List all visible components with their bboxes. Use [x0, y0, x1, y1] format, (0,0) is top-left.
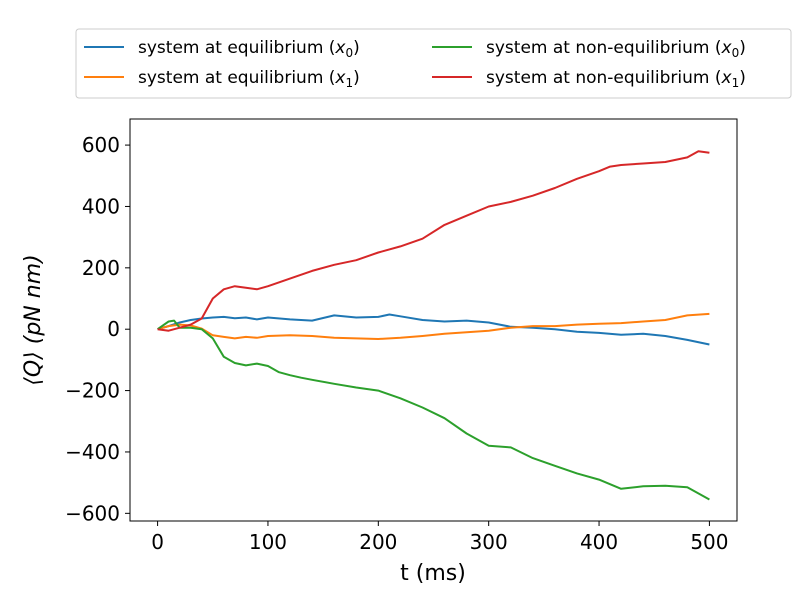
legend-label-neq-x0-text: system at non-equilibrium (: [486, 38, 722, 58]
series-eq-x1-line: [157, 312, 710, 340]
legend-label-neq-x0-sub: 0: [732, 46, 740, 60]
x-tick-label: 200: [359, 530, 397, 554]
y-tick-label: 200: [82, 256, 120, 280]
y-axis-label: ⟨Q⟩ (pN nm): [21, 254, 46, 385]
y-tick-label: −200: [65, 379, 120, 403]
y-tick-label: 0: [107, 317, 120, 341]
legend-label-neq-x0: system at non-equilibrium (x0): [486, 38, 746, 60]
legend-frame: [75, 28, 792, 99]
y-tick-label: 400: [82, 194, 120, 218]
legend-label-eq-x1-text: system at equilibrium (: [138, 68, 335, 88]
legend-label-eq-x0-sub: 0: [345, 46, 353, 60]
legend-label-eq-x1: system at equilibrium (x1): [138, 68, 360, 90]
x-tick-label: 0: [151, 530, 164, 554]
x-tick-label: 300: [470, 530, 508, 554]
legend-label-eq-x0-tail: ): [353, 38, 360, 58]
legend-label-neq-x1-sub: 1: [732, 76, 740, 90]
legend: system at equilibrium (x0) system at equ…: [75, 28, 792, 99]
legend-label-neq-x1-tail: ): [739, 68, 746, 88]
y-tick-label: −600: [65, 501, 120, 525]
x-tick-label: 100: [249, 530, 287, 554]
legend-label-eq-x0-text: system at equilibrium (: [138, 38, 335, 58]
y-tick-label: −400: [65, 440, 120, 464]
series-eq-x0-line: [157, 313, 710, 346]
y-tick-label: 600: [82, 133, 120, 157]
legend-label-neq-x0-tail: ): [739, 38, 746, 58]
legend-label-neq-x1: system at non-equilibrium (x1): [486, 68, 746, 90]
x-tick-label: 400: [580, 530, 618, 554]
legend-label-neq-x1-var: x: [721, 68, 733, 88]
tick-layer: 0 100 200 300 400 500 −600 −400 −200 0 200 400 600: [65, 133, 728, 554]
legend-label-eq-x1-sub: 1: [345, 76, 353, 90]
plot-frame: [129, 118, 738, 522]
series-layer: [157, 150, 710, 501]
x-tick-label: 500: [690, 530, 728, 554]
legend-label-eq-x0: system at equilibrium (x0): [138, 38, 360, 60]
legend-label-eq-x1-var: x: [334, 68, 346, 88]
legend-label-eq-x0-var: x: [334, 38, 346, 58]
series-neq-x1-line: [157, 150, 710, 332]
legend-label-neq-x0-var: x: [721, 38, 733, 58]
series-neq-x0-line: [157, 319, 710, 501]
legend-label-neq-x1-text: system at non-equilibrium (: [486, 68, 722, 88]
legend-label-eq-x1-tail: ): [353, 68, 360, 88]
x-axis-label: t (ms): [400, 561, 466, 586]
